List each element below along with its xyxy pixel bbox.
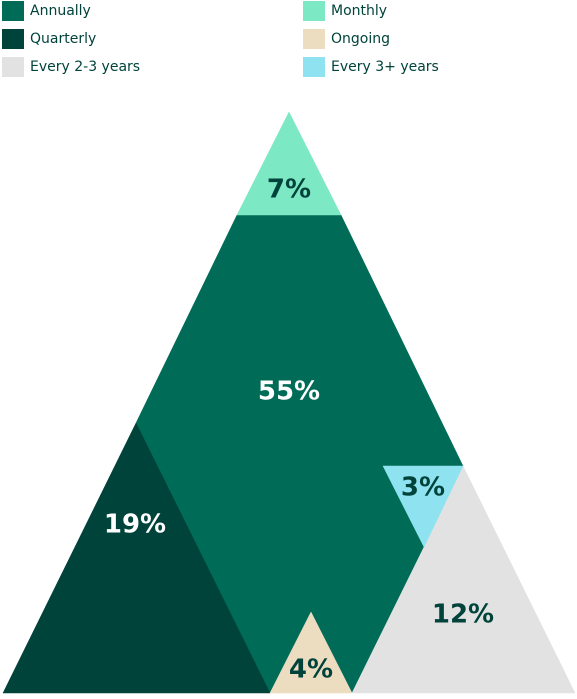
legend-label: Ongoing (331, 31, 390, 47)
legend-label: Quarterly (30, 31, 96, 47)
legend-label: Every 3+ years (331, 59, 439, 75)
value-label: 19% (104, 510, 166, 540)
legend-swatch (303, 29, 325, 49)
value-label: 12% (432, 600, 494, 630)
value-label: 55% (258, 377, 320, 407)
legend-swatch (303, 1, 325, 21)
value-label: 3% (401, 473, 445, 503)
legend-swatch (2, 57, 24, 77)
value-label: 7% (267, 175, 311, 205)
legend-swatch (303, 57, 325, 77)
region (269, 611, 353, 694)
legend-swatch (2, 29, 24, 49)
region (382, 465, 464, 548)
region (2, 422, 271, 694)
region (236, 111, 342, 216)
legend-label: Annually (30, 3, 91, 19)
legend-label: Every 2-3 years (30, 59, 140, 75)
legend-label: Monthly (331, 3, 387, 19)
legend-swatch (2, 1, 24, 21)
value-label: 4% (289, 655, 333, 685)
